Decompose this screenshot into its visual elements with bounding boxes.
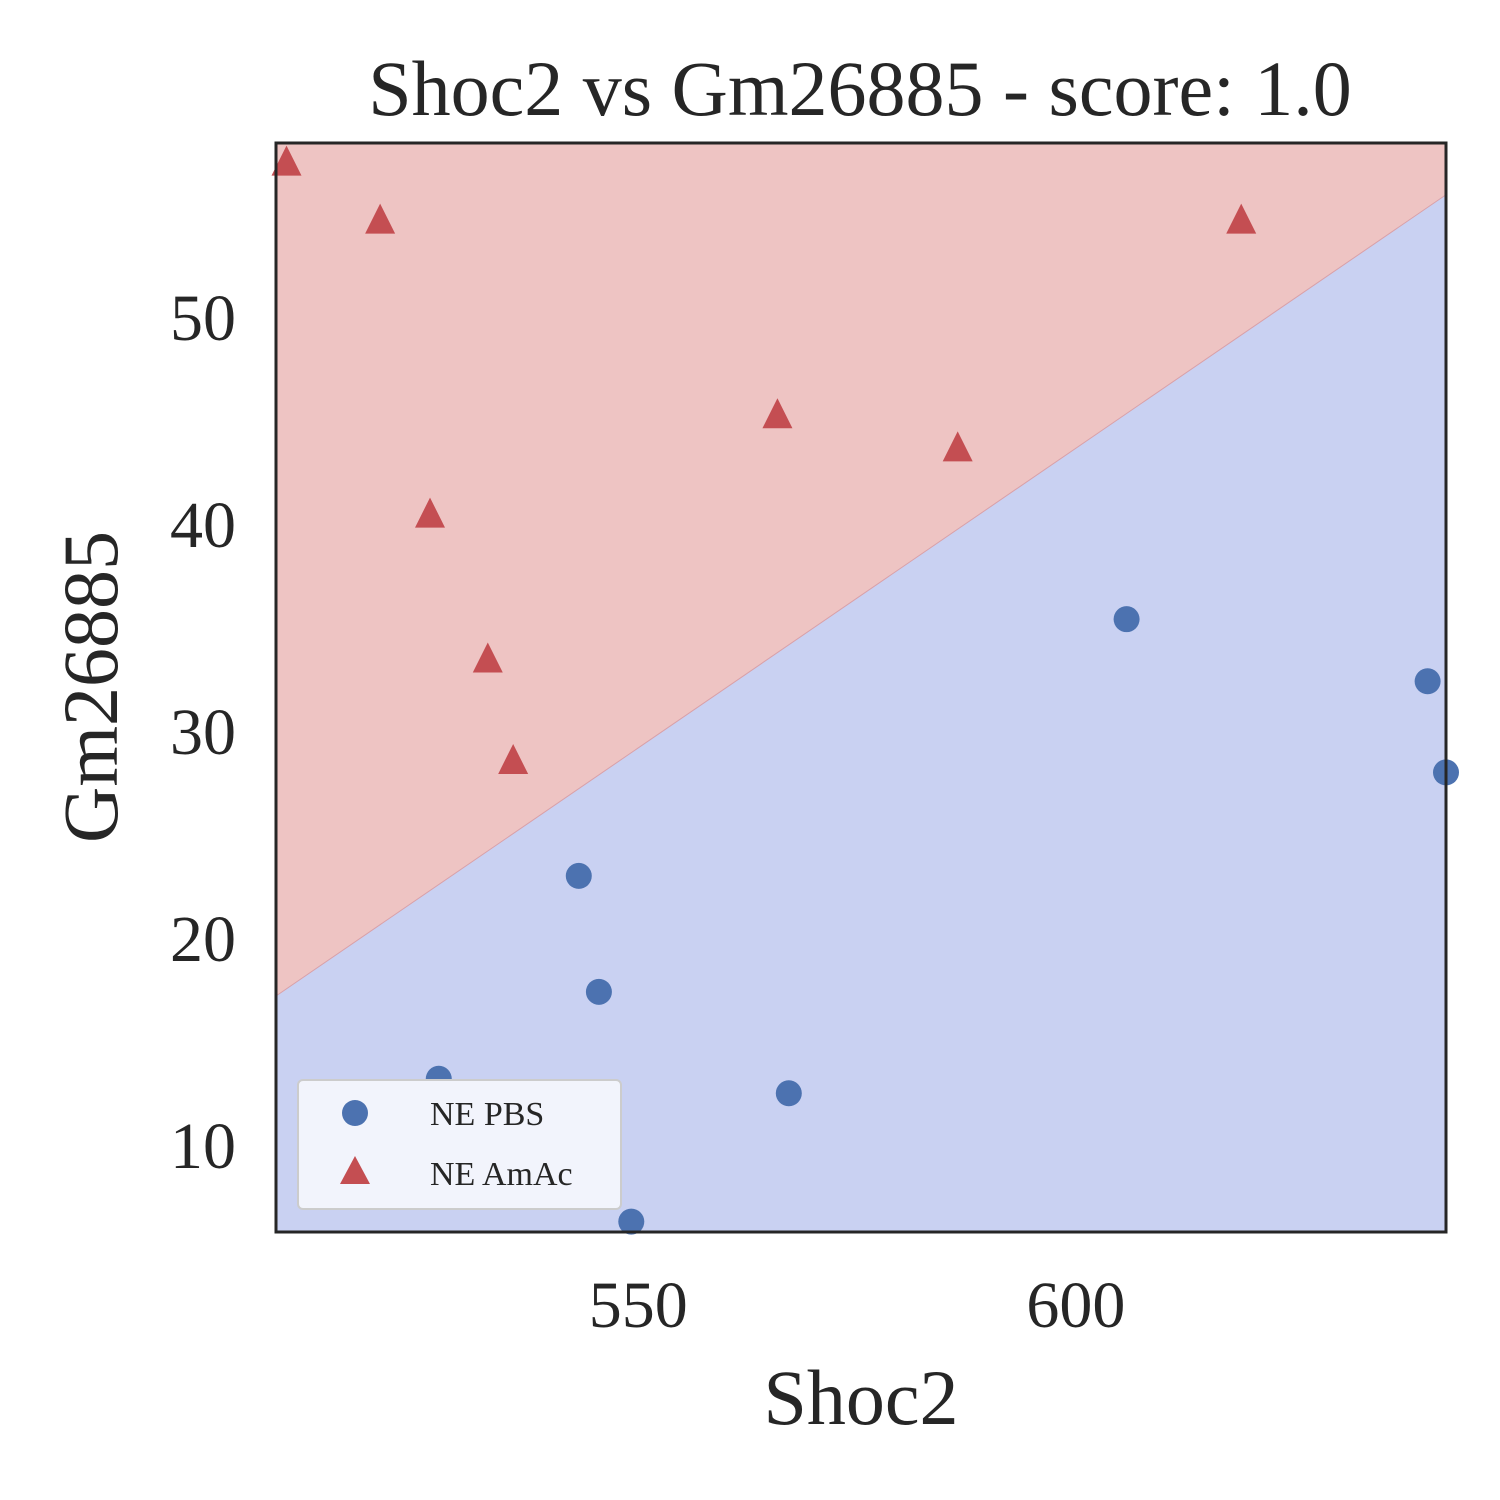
decision-boundary	[275, 194, 1447, 997]
point-ne-pbs	[585, 978, 612, 1005]
y-axis-label: Gm26885	[47, 531, 134, 843]
point-ne-amac	[942, 431, 973, 462]
y-tick-label: 30	[170, 696, 236, 769]
legend-label-pbs: NE PBS	[430, 1096, 544, 1133]
point-ne-amac	[762, 398, 793, 429]
legend: NE PBS NE AmAc	[297, 1079, 622, 1210]
x-axis-label: Shoc2	[764, 1354, 959, 1441]
chart-title: Shoc2 vs Gm26885 - score: 1.0	[368, 45, 1352, 132]
point-ne-amac	[498, 743, 529, 774]
legend-box	[297, 1079, 622, 1210]
point-ne-amac	[415, 497, 446, 528]
x-tick-label: 550	[589, 1269, 688, 1342]
decision-regions	[275, 143, 1447, 1233]
y-axis-ticks: 10 20 30 40 50	[170, 282, 236, 1183]
y-tick-label: 50	[170, 282, 236, 355]
y-tick-label: 40	[170, 489, 236, 562]
point-ne-pbs	[1414, 668, 1441, 695]
point-ne-amac	[365, 203, 396, 234]
region-ne-pbs	[276, 194, 1446, 1233]
legend-marker-pbs	[342, 1100, 368, 1126]
point-ne-amac	[472, 642, 503, 673]
point-ne-pbs	[1113, 606, 1140, 633]
y-tick-label: 20	[170, 903, 236, 976]
point-ne-amac	[271, 145, 302, 176]
point-ne-pbs	[565, 862, 592, 889]
region-ne-amac	[276, 143, 1446, 996]
point-ne-pbs	[618, 1208, 645, 1235]
plot-frame	[274, 141, 1448, 1234]
point-ne-amac	[1226, 203, 1257, 234]
legend-label-amac: NE AmAc	[430, 1156, 573, 1193]
y-tick-label: 10	[170, 1110, 236, 1183]
point-ne-pbs	[775, 1080, 802, 1107]
legend-marker-amac	[340, 1156, 370, 1184]
x-axis-ticks: 550 600	[589, 1269, 1126, 1342]
x-tick-label: 600	[1026, 1269, 1125, 1342]
